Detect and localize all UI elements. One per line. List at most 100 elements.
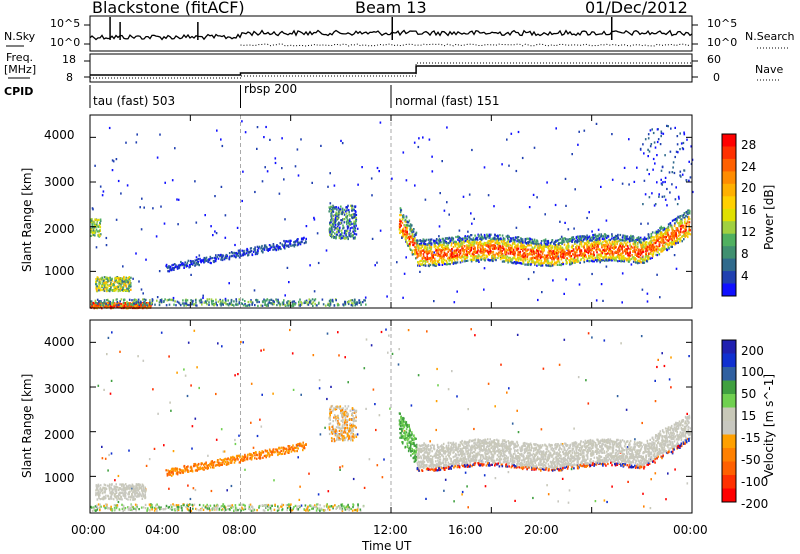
velocity-arc <box>200 462 205 471</box>
xlabel: Time UT <box>362 539 412 553</box>
power-early-band <box>95 275 132 293</box>
power-main-band <box>398 207 403 235</box>
velocity-main-band <box>657 432 661 458</box>
velocity-main-band <box>669 424 674 454</box>
velocity-arc <box>302 441 307 450</box>
power-arc <box>242 249 248 256</box>
velocity-cb-tick-m50: -50 <box>741 453 761 467</box>
velocity-main-band <box>529 442 533 471</box>
power-main-band <box>406 219 411 247</box>
power-arc <box>165 263 170 273</box>
velocity-main-band <box>644 439 649 466</box>
velocity-colorbar-swatch <box>722 340 736 354</box>
velocity-main-band <box>463 440 468 468</box>
power-main-band <box>564 237 568 265</box>
velocity-cb-tick-50: 50 <box>741 387 757 401</box>
velocity-main-band <box>667 426 671 454</box>
power-arc <box>186 259 192 269</box>
velocity-panel-bg <box>90 320 692 513</box>
velocity-main-band <box>443 444 448 471</box>
power-colorbar-swatch <box>722 183 736 197</box>
velocity-colorbar-swatch <box>722 421 736 435</box>
velocity-ytick-3000: 3000 <box>44 382 75 396</box>
power-main-band <box>604 233 609 262</box>
power-arc <box>272 243 276 251</box>
power-main-band <box>614 234 619 262</box>
velocity-main-band <box>642 443 646 470</box>
velocity-main-band <box>556 443 561 472</box>
freq-panel-frame <box>89 53 693 83</box>
velocity-arc <box>211 460 216 469</box>
xtick-1200: 12:00 <box>373 523 408 537</box>
power-main-band <box>662 226 666 252</box>
power-arc <box>281 241 286 250</box>
power-cb-tick-16: 16 <box>741 203 757 217</box>
velocity-main-band <box>559 442 563 472</box>
nave-line <box>90 62 692 79</box>
velocity-arc <box>190 465 195 473</box>
velocity-arc <box>222 457 227 465</box>
power-main-band <box>476 233 481 262</box>
noise-tick-high: 10^5 <box>50 17 81 30</box>
velocity-arc <box>298 442 304 452</box>
power-main-band <box>428 238 433 266</box>
power-main-band <box>516 236 521 265</box>
power-main-band <box>634 237 639 264</box>
power-main-band <box>506 234 511 264</box>
velocity-main-band <box>677 420 681 449</box>
power-main-band <box>571 236 576 264</box>
velocity-arc <box>249 452 255 461</box>
power-cb-tick-12: 12 <box>741 225 757 239</box>
power-arc <box>292 240 297 248</box>
power-main-band <box>401 214 406 239</box>
velocity-arc <box>278 446 283 456</box>
velocity-main-band <box>604 439 609 467</box>
noise-tick-low: 10^0 <box>50 36 81 49</box>
power-colorbar-swatch <box>722 233 736 247</box>
power-colorbar-swatch <box>722 246 736 260</box>
velocity-main-band <box>403 420 408 449</box>
xtick-0400: 04:00 <box>145 523 180 537</box>
freq-tick-high: 18 <box>62 53 76 66</box>
power-main-band <box>687 209 692 236</box>
power-main-band <box>674 217 679 245</box>
velocity-arc <box>271 448 275 456</box>
power-arc <box>299 237 303 246</box>
velocity-colorbar-swatch <box>722 394 736 408</box>
power-arc <box>207 255 212 265</box>
power-colorbar-swatch <box>722 158 736 172</box>
freq-unit-label: [MHz] <box>4 63 37 76</box>
velocity-colorbar-swatch <box>722 434 736 449</box>
velocity-ytick-1000: 1000 <box>44 471 75 485</box>
power-main-band <box>421 238 426 267</box>
velocity-colorbar-swatch <box>722 380 736 395</box>
power-main-band <box>596 233 601 262</box>
power-ytick-3000: 3000 <box>44 175 75 189</box>
beam-label: Beam 13 <box>355 0 427 17</box>
power-main-band <box>581 235 586 264</box>
cpid-segment-2: rbsp 200 <box>244 82 298 96</box>
nsky-line <box>89 29 693 41</box>
power-main-band <box>426 238 431 268</box>
velocity-arc <box>260 450 265 459</box>
power-cb-tick-4: 4 <box>741 269 749 283</box>
velocity-arc <box>203 461 209 470</box>
xtick-0000: 00:00 <box>71 523 106 537</box>
power-main-band <box>679 214 684 243</box>
nave-tick-high: 60 <box>707 53 721 66</box>
velocity-arc <box>281 446 286 455</box>
power-cb-tick-24: 24 <box>741 160 757 174</box>
velocity-arc <box>288 445 293 453</box>
velocity-colorbar-frame <box>721 339 737 503</box>
velocity-blob <box>328 404 358 443</box>
power-ytick-1000: 1000 <box>44 264 75 278</box>
power-main-band <box>534 239 538 267</box>
velocity-main-band <box>521 441 526 471</box>
power-arc <box>239 249 244 257</box>
velocity-arc <box>179 468 184 475</box>
velocity-main-band <box>546 443 551 472</box>
power-main-band <box>609 233 614 262</box>
velocity-main-band <box>474 438 478 465</box>
velocity-colorbar-swatch <box>722 407 736 422</box>
velocity-cb-tick-m15: -15 <box>741 431 761 445</box>
